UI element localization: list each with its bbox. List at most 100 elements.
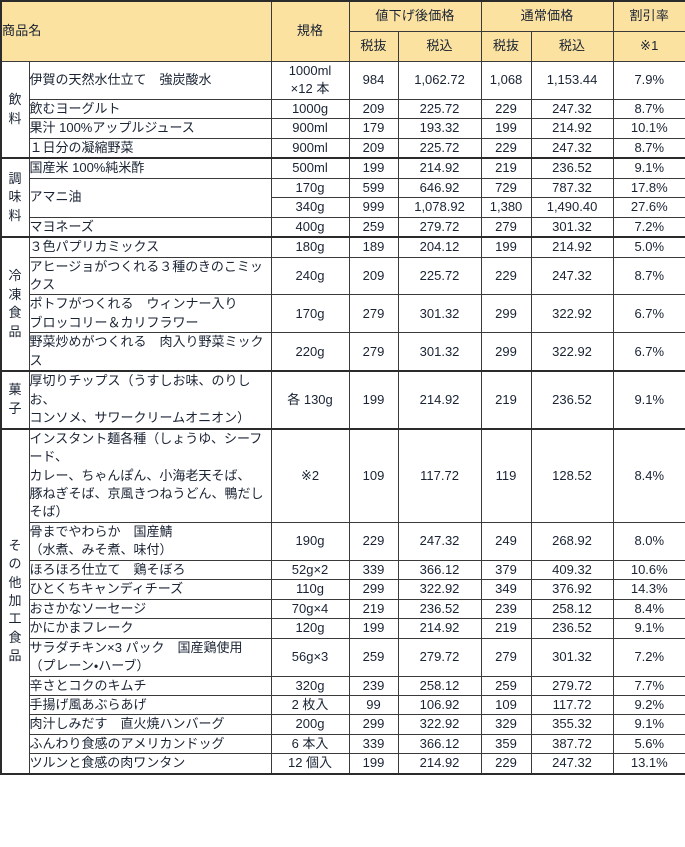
table-row: ほろほろ仕立て 鶏そぼろ 52g×2 339 366.12 379 409.32 10.6%: [1, 559, 685, 581]
sale-price-tax-included-cell: 236.52: [397, 598, 482, 620]
regular-price-tax-included-cell: 128.52: [530, 427, 614, 523]
product-name-cell: 骨までやわらか 国産鯖 （水煮、みそ煮、味付）: [28, 521, 272, 561]
product-name-cell: 伊賀の天然水仕立て 強炭酸水: [28, 61, 272, 100]
regular-price-tax-included-cell: 117.72: [530, 694, 614, 716]
sale-price-tax-included-cell: 301.32: [397, 294, 482, 334]
spec-cell: 70g×4: [270, 598, 350, 620]
spec-cell: 52g×2: [270, 559, 350, 581]
discount-rate-cell: 7.7%: [612, 675, 685, 696]
discount-rate-cell: 14.3%: [612, 579, 685, 600]
discount-rate-cell: 9.2%: [612, 694, 685, 716]
regular-price-tax-included-cell: 236.52: [530, 157, 614, 179]
discount-rate-cell: 8.7%: [612, 256, 685, 296]
product-name-cell: 国産米 100%純米酢: [28, 157, 272, 179]
discount-rate-cell: 8.7%: [612, 137, 685, 159]
table-row: 肉汁しみだす 直火焼ハンバーグ 200g 299 322.92 329 355.32 9.1…: [1, 714, 685, 735]
product-name-cell: ふんわり食感のアメリカンドッグ: [28, 733, 272, 755]
discount-rate-cell: 5.0%: [612, 236, 685, 258]
sale-price-tax-excluded-cell: 109: [348, 427, 399, 523]
spec-cell: 900ml: [270, 137, 350, 159]
table-row: おさかなソーセージ 70g×4 219 236.52 239 258.12 8.4%: [1, 598, 685, 620]
sale-price-tax-excluded-cell: 999: [348, 197, 399, 218]
table-row: 野菜炒めがつくれる 肉入り野菜ミックス 220g 279 301.32 299 322.9…: [1, 332, 685, 372]
table-row: 340g 999 1,078.92 1,380 1,490.40 27.6%: [1, 197, 685, 218]
spec-cell: 1000g: [270, 98, 350, 120]
regular-price-tax-excluded-cell: 349: [480, 579, 532, 600]
spec-cell: 220g: [270, 332, 350, 372]
regular-price-tax-included-cell: 236.52: [530, 370, 614, 430]
discount-rate-cell: 5.6%: [612, 733, 685, 755]
discount-rate-cell: 9.1%: [612, 370, 685, 430]
sale-price-tax-included-cell: 366.12: [397, 559, 482, 581]
regular-price-tax-included-cell: 279.72: [530, 675, 614, 696]
sale-price-tax-included-cell: 204.12: [397, 236, 482, 258]
sale-price-tax-included-cell: 279.72: [397, 637, 482, 677]
discount-rate-cell: 8.4%: [612, 427, 685, 523]
product-name-cell: 手揚げ風あぶらあげ: [28, 694, 272, 716]
table-row: 果汁 100%アップルジュース 900ml 179 193.32 199 214.92 10…: [1, 118, 685, 139]
regular-price-tax-excluded-cell: 109: [480, 694, 532, 716]
discount-rate-cell: 8.0%: [612, 521, 685, 561]
discount-rate-cell: 27.6%: [612, 197, 685, 218]
regular-price-tax-excluded-cell: 279: [480, 637, 532, 677]
regular-price-tax-excluded-cell: 299: [480, 294, 532, 334]
table-row: 調味料国産米 100%純米酢 500ml 199 214.92 219 236.52 9.1…: [0, 157, 685, 238]
column-header-product-name: 商品名: [0, 0, 272, 62]
sale-price-tax-included-cell: 322.92: [397, 579, 482, 600]
product-name-cell: 肉汁しみだす 直火焼ハンバーグ: [28, 714, 272, 735]
category-label: 冷凍食品: [0, 236, 30, 372]
spec-cell: 340g: [270, 197, 350, 218]
discount-rate-cell: 9.1%: [612, 714, 685, 735]
column-header-sale-price-group: 値下げ後価格: [348, 0, 482, 32]
column-header-spec: 規格: [270, 0, 350, 62]
regular-price-tax-included-cell: 1,490.40: [530, 197, 614, 218]
regular-price-tax-excluded-cell: 259: [480, 675, 532, 696]
sale-price-tax-included-cell: 106.92: [397, 694, 482, 716]
regular-price-tax-excluded-cell: 229: [480, 137, 532, 159]
table-row: ふんわり食感のアメリカンドッグ 6 本入 339 366.12 359 387.72 5.6…: [1, 733, 685, 755]
table-row: 骨までやわらか 国産鯖 （水煮、みそ煮、味付） 190g 229 247.32 249 26…: [1, 521, 685, 561]
regular-price-tax-included-cell: 387.72: [530, 733, 614, 755]
sale-price-tax-excluded-cell: 179: [348, 118, 399, 139]
sale-price-tax-included-cell: 225.72: [397, 98, 482, 120]
sale-price-tax-excluded-cell: 199: [348, 753, 399, 775]
product-name-cell: 厚切りチップス（うすしお味、のりしお、 コンソメ、サワークリームオニオン）: [28, 370, 272, 430]
regular-price-tax-included-cell: 1,153.44: [530, 61, 614, 100]
discount-rate-cell: 7.2%: [612, 216, 685, 238]
regular-price-tax-excluded-cell: 379: [480, 559, 532, 581]
table-row: 辛さとコクのキムチ 320g 239 258.12 259 279.72 7.7%: [1, 675, 685, 696]
spec-cell: 500ml: [270, 157, 350, 179]
sale-price-tax-excluded-cell: 299: [348, 714, 399, 735]
sale-price-tax-included-cell: 1,062.72: [397, 61, 482, 100]
product-name-cell: アヒージョがつくれる３種のきのこミックス: [28, 256, 272, 296]
spec-cell: 170g: [270, 177, 350, 199]
product-name-cell: １日分の凝縮野菜: [28, 137, 272, 159]
table-row: ひとくちキャンディチーズ 110g 299 322.92 349 376.92 14.3%: [1, 579, 685, 600]
sale-price-tax-excluded-cell: 259: [348, 637, 399, 677]
regular-price-tax-included-cell: 355.32: [530, 714, 614, 735]
regular-price-tax-included-cell: 301.32: [530, 637, 614, 677]
regular-price-tax-included-cell: 214.92: [530, 118, 614, 139]
sale-price-tax-included-cell: 1,078.92: [397, 197, 482, 218]
regular-price-tax-excluded-cell: 219: [480, 618, 532, 639]
table-row: 菓子厚切りチップス（うすしお味、のりしお、 コンソメ、サワークリームオニオン）各 …: [0, 370, 685, 430]
category-label: 調味料: [0, 157, 30, 238]
sale-price-tax-excluded-cell: 239: [348, 675, 399, 696]
regular-price-tax-included-cell: 247.32: [530, 137, 614, 159]
sale-price-tax-excluded-cell: 279: [348, 332, 399, 372]
regular-price-tax-excluded-cell: 229: [480, 98, 532, 120]
sale-price-tax-excluded-cell: 199: [348, 370, 399, 430]
column-header-regular-tax-excluded: 税抜: [480, 31, 532, 62]
discount-rate-cell: 6.7%: [612, 294, 685, 334]
table-body: 飲料伊賀の天然水仕立て 強炭酸水 1000ml ×12 本 984 1,062.72 1,…: [0, 61, 685, 775]
product-name-cell: ３色パプリカミックス: [28, 236, 272, 258]
regular-price-tax-excluded-cell: 119: [480, 427, 532, 523]
header-row-primary: 商品名 規格 値下げ後価格 通常価格 割引率: [0, 0, 685, 62]
sale-price-tax-included-cell: 117.72: [397, 427, 482, 523]
regular-price-tax-included-cell: 258.12: [530, 598, 614, 620]
sale-price-tax-included-cell: 366.12: [397, 733, 482, 755]
regular-price-tax-excluded-cell: 219: [480, 370, 532, 430]
sale-price-tax-excluded-cell: 599: [348, 177, 399, 199]
sale-price-tax-excluded-cell: 229: [348, 521, 399, 561]
spec-cell: 320g: [270, 675, 350, 696]
